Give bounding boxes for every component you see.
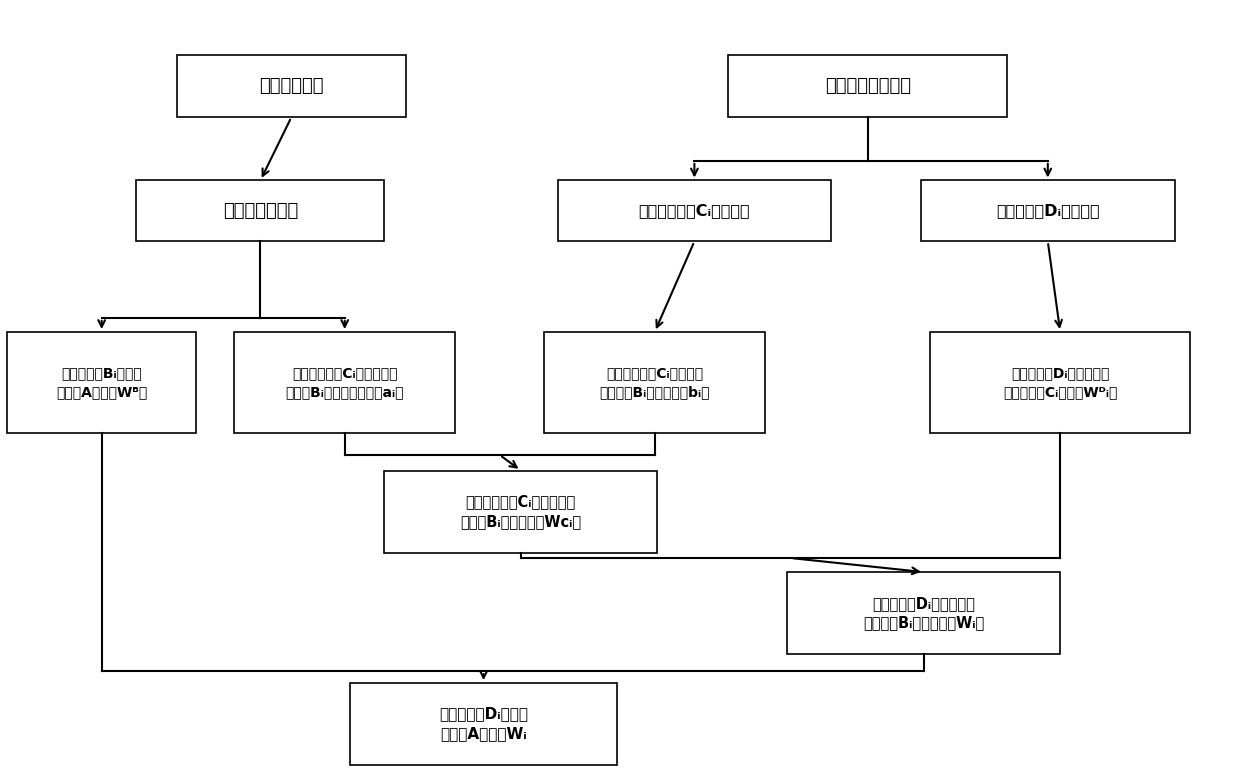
Text: 方案层因素Dᵢ相对于子准
则层各因素Cᵢ的权重Wᴰᵢⰼ: 方案层因素Dᵢ相对于子准 则层各因素Cᵢ的权重Wᴰᵢⰼ bbox=[1003, 366, 1117, 399]
FancyBboxPatch shape bbox=[787, 572, 1060, 654]
Text: 方案层因素Dᵢ相对于
总目标A的权重Wᵢ: 方案层因素Dᵢ相对于 总目标A的权重Wᵢ bbox=[439, 707, 528, 741]
FancyBboxPatch shape bbox=[558, 180, 831, 241]
Text: 群决策集结矩阵: 群决策集结矩阵 bbox=[223, 201, 298, 220]
FancyBboxPatch shape bbox=[728, 55, 1007, 117]
FancyBboxPatch shape bbox=[351, 683, 618, 765]
FancyBboxPatch shape bbox=[176, 55, 407, 117]
FancyBboxPatch shape bbox=[544, 332, 765, 433]
Text: 子准则层因素Cᵢ出现频率: 子准则层因素Cᵢ出现频率 bbox=[639, 203, 750, 219]
Text: 准则层因素Bᵢ相对于
总目标A的权重Wᴮⰼ: 准则层因素Bᵢ相对于 总目标A的权重Wᴮⰼ bbox=[56, 366, 148, 399]
Text: 码头事故后果统计: 码头事故后果统计 bbox=[825, 77, 911, 95]
Text: 子准则层因素Cᵢ相对于准则
层因素Bᵢ的综合权重Wcᵢⰼ: 子准则层因素Cᵢ相对于准则 层因素Bᵢ的综合权重Wcᵢⰼ bbox=[460, 494, 582, 529]
FancyBboxPatch shape bbox=[7, 332, 196, 433]
Text: 方案层因素Dᵢ相对于准则
层各因素Bᵢ的综合权重Wᵢⰼ: 方案层因素Dᵢ相对于准则 层各因素Bᵢ的综合权重Wᵢⰼ bbox=[863, 596, 985, 630]
Text: 子准则层因素Cᵢ相对于准
则层因素Bᵢ的统计权重bᵢⰼ: 子准则层因素Cᵢ相对于准 则层因素Bᵢ的统计权重bᵢⰼ bbox=[599, 366, 711, 399]
Text: 方案层因素Dᵢ出现频率: 方案层因素Dᵢ出现频率 bbox=[996, 203, 1100, 219]
Text: 专家评分结果: 专家评分结果 bbox=[259, 77, 324, 95]
FancyBboxPatch shape bbox=[930, 332, 1190, 433]
Text: 子准则层因素Cᵢ相对于准则
层因素Bᵢ的专家评定权重aᵢⰼ: 子准则层因素Cᵢ相对于准则 层因素Bᵢ的专家评定权重aᵢⰼ bbox=[285, 366, 404, 399]
FancyBboxPatch shape bbox=[384, 470, 657, 553]
FancyBboxPatch shape bbox=[136, 180, 384, 241]
FancyBboxPatch shape bbox=[920, 180, 1174, 241]
FancyBboxPatch shape bbox=[234, 332, 455, 433]
